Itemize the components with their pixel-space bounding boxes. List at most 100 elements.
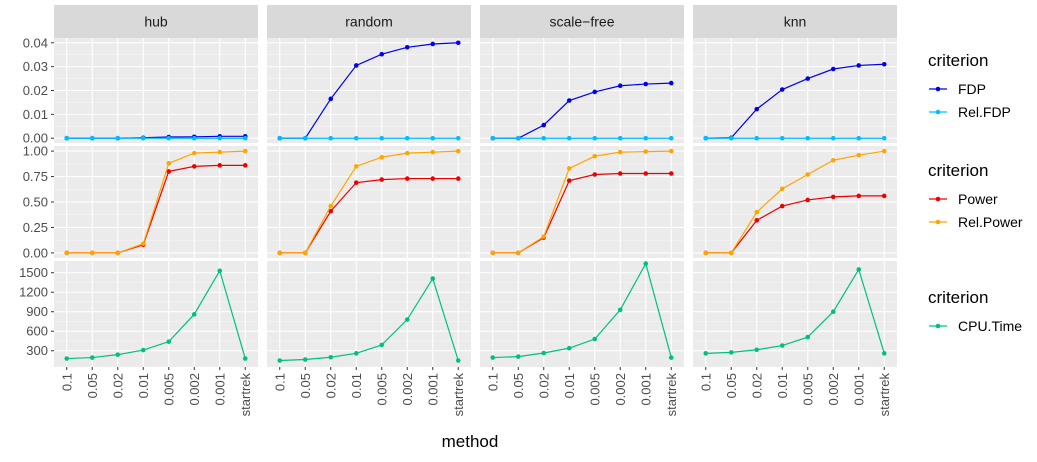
data-point <box>728 250 734 256</box>
data-point <box>166 161 172 166</box>
data-point <box>779 135 785 141</box>
data-point <box>881 61 887 67</box>
data-point <box>617 83 623 89</box>
data-point <box>541 122 547 128</box>
data-point <box>430 41 436 47</box>
data-point <box>277 250 283 256</box>
data-point <box>856 63 862 68</box>
data-point <box>404 317 410 322</box>
y-tick-label: 0.02 <box>23 83 48 98</box>
data-point <box>541 135 547 141</box>
legend-key-point <box>935 323 941 329</box>
data-point <box>728 350 734 355</box>
x-tick-label: 0.002 <box>826 373 841 406</box>
data-point <box>328 203 334 209</box>
data-point <box>881 148 887 154</box>
data-point <box>830 66 836 72</box>
data-point <box>455 176 461 181</box>
data-point <box>404 150 410 156</box>
data-point <box>353 63 359 68</box>
data-point <box>668 80 674 86</box>
data-point <box>515 250 521 256</box>
data-point <box>566 166 572 171</box>
y-tick-label: 0.04 <box>23 35 48 50</box>
legend-key-point <box>935 219 941 225</box>
data-point <box>242 148 248 154</box>
y-tick-label: 1200 <box>19 285 48 300</box>
data-point <box>353 180 359 185</box>
data-point <box>242 356 248 361</box>
data-layer <box>64 40 887 363</box>
x-tick-label: 0.02 <box>323 373 338 398</box>
data-point <box>515 354 521 359</box>
data-point <box>643 149 649 154</box>
x-tick-label: 0.01 <box>136 373 151 398</box>
data-point <box>881 135 887 141</box>
data-point <box>353 135 359 141</box>
x-tick-label: 0.05 <box>511 373 526 398</box>
y-tick-label: 0.50 <box>23 195 48 210</box>
data-point <box>856 152 862 158</box>
x-tick-label: 0.05 <box>85 373 100 398</box>
series-line <box>492 150 672 254</box>
data-point <box>881 193 887 199</box>
facet-label: random <box>345 14 392 30</box>
x-tick-label: 0.001 <box>851 373 866 406</box>
series-line <box>705 267 885 354</box>
data-point <box>703 351 709 356</box>
data-point <box>430 135 436 141</box>
legend-key-point <box>935 86 941 92</box>
y-tick-label: 0.75 <box>23 169 48 184</box>
data-point <box>668 171 674 176</box>
data-point <box>668 148 674 154</box>
data-point <box>541 350 547 356</box>
data-point <box>754 135 760 141</box>
data-point <box>430 276 436 281</box>
data-point <box>379 154 385 160</box>
data-point <box>805 172 811 177</box>
data-point <box>805 197 811 203</box>
data-point <box>379 342 385 348</box>
data-point <box>404 45 410 50</box>
panel-background <box>693 261 897 367</box>
legend-item-label: CPU.Time <box>958 318 1022 334</box>
data-point <box>490 355 496 360</box>
x-tick-label: 0.1 <box>272 373 287 391</box>
data-point <box>592 336 598 342</box>
legend-item-label: Power <box>958 191 998 207</box>
data-point <box>217 149 223 155</box>
series-line <box>279 277 459 362</box>
series-line <box>705 195 885 254</box>
data-point <box>779 203 785 209</box>
data-point <box>617 171 623 176</box>
data-point <box>277 135 283 141</box>
panel-layer <box>54 38 897 367</box>
series-line <box>492 82 672 139</box>
x-tick-label: 0.005 <box>374 373 389 406</box>
data-point <box>830 135 836 141</box>
facet-strip <box>267 5 471 38</box>
data-point <box>191 164 197 169</box>
data-point <box>140 241 146 247</box>
data-point <box>643 261 649 266</box>
x-tick-label: 0.001 <box>638 373 653 406</box>
data-point <box>592 153 598 159</box>
series-line <box>279 150 459 254</box>
data-point <box>830 157 836 163</box>
data-point <box>302 357 308 362</box>
data-point <box>89 135 95 141</box>
legend-key-point <box>935 109 941 115</box>
x-tick-label: 0.001 <box>425 373 440 406</box>
data-point <box>754 209 760 215</box>
data-point <box>115 135 121 141</box>
data-point <box>566 345 572 351</box>
data-point <box>856 193 862 199</box>
data-point <box>881 351 887 356</box>
legend-title: criterion <box>928 161 988 180</box>
data-point <box>592 135 598 141</box>
data-point <box>566 178 572 183</box>
x-tick-label: 0.02 <box>110 373 125 398</box>
data-point <box>64 135 70 141</box>
data-point <box>592 89 598 95</box>
